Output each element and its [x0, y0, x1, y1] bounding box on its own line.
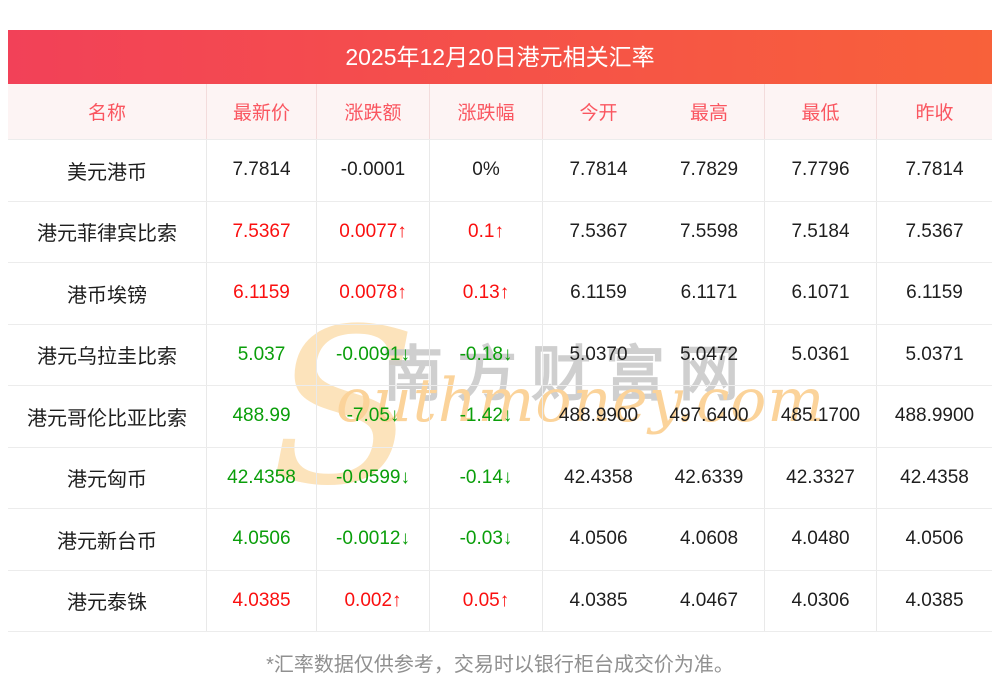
table-row: 港元匈币 42.4358 -0.0599↓ -0.14↓ 42.4358 42.6339 4…: [8, 447, 992, 509]
header-cell: 最新价: [207, 84, 317, 139]
value-cell: 7.7814: [207, 140, 317, 201]
table-row: 港元泰铢 4.0385 0.002↑ 0.05↑ 4.0385 4.0467 4.0306 4…: [8, 570, 992, 632]
row-name-cell: 港元菲律宾比索: [8, 201, 207, 262]
value-cell: 7.5367: [569, 220, 628, 242]
row-name-cell: 港元乌拉圭比索: [8, 324, 207, 385]
value-cell: 4.0385: [207, 570, 317, 631]
value-cell: 4.0506: [569, 528, 628, 550]
value-cell: 5.0361: [765, 324, 877, 385]
value-cell: 0.0078↑: [317, 263, 430, 324]
value-cell: 42.3327: [765, 447, 877, 508]
value-cell: 6.1171: [654, 263, 765, 324]
value-cell: 7.7829: [654, 140, 765, 201]
value-cell: -0.0001: [317, 140, 430, 201]
value-cell: 7.5367: [207, 201, 317, 262]
value-cell: -0.14↓: [430, 447, 543, 508]
table-row: 美元港币 7.7814 -0.0001 0% 7.7814 7.7829 7.7796 7.7…: [8, 140, 992, 202]
page: S 南方财富网 outhmoney.com 2025年12月20日港元相关汇率 …: [0, 30, 1000, 697]
value-cell: 0.002↑: [317, 570, 430, 631]
value-cell: 7.5184: [765, 201, 877, 262]
table-title: 2025年12月20日港元相关汇率: [8, 30, 992, 84]
value-cell: 6.1159: [570, 282, 627, 304]
value-cell: -0.03↓: [430, 509, 543, 570]
row-name-cell: 港元匈币: [8, 447, 207, 508]
table-body: 美元港币 7.7814 -0.0001 0% 7.7814 7.7829 7.7796 7.7…: [8, 140, 992, 632]
value-cell: 7.5598: [654, 201, 765, 262]
table-row: 港币埃镑 6.1159 0.0078↑ 0.13↑ 6.1159 6.1171 6.1071…: [8, 263, 992, 325]
value-cell: 5.0371: [905, 343, 964, 365]
value-cell: 6.1159: [906, 282, 963, 304]
table-row: 港元新台币 4.0506 -0.0012↓ -0.03↓ 4.0506 4.0608 4.0…: [8, 509, 992, 571]
table-header-row: 名称 最新价 涨跌额 涨跌幅 今开 最高 最低 昨收: [8, 84, 992, 140]
value-cell: 4.0608: [654, 509, 765, 570]
header-cell: 今开: [579, 103, 618, 124]
exchange-rate-table: 2025年12月20日港元相关汇率 名称 最新价 涨跌额 涨跌幅 今开 最高 最低 昨收 美元…: [8, 30, 992, 632]
value-cell: 4.0506: [207, 509, 317, 570]
value-cell: 485.1700: [765, 386, 877, 447]
value-cell: -0.18↓: [430, 324, 543, 385]
value-cell: 5.037: [207, 324, 317, 385]
value-cell: -0.0012↓: [317, 509, 430, 570]
value-cell: 6.1071: [765, 263, 877, 324]
value-cell: 0.05↑: [430, 570, 543, 631]
footnote: *汇率数据仅供参考，交易时以银行柜台成交价为准。: [266, 654, 734, 676]
value-cell: 4.0385: [905, 589, 964, 611]
value-cell: 42.4358: [207, 447, 317, 508]
row-name-cell: 美元港币: [8, 140, 207, 201]
value-cell: 497.6400: [654, 386, 765, 447]
value-cell: 4.0306: [765, 570, 877, 631]
header-cell: 涨跌幅: [430, 84, 543, 139]
value-cell: 0.1↑: [430, 201, 543, 262]
header-cell: 最低: [765, 84, 877, 139]
value-cell: 5.0472: [654, 324, 765, 385]
value-cell: 42.6339: [654, 447, 765, 508]
value-cell: 0.13↑: [430, 263, 543, 324]
value-cell: 5.0370: [569, 343, 628, 365]
value-cell: 7.7796: [765, 140, 877, 201]
row-name-cell: 港币埃镑: [8, 263, 207, 324]
value-cell: 42.4358: [900, 466, 969, 488]
value-cell: 0%: [430, 140, 543, 201]
value-cell: 42.4358: [564, 466, 633, 488]
value-cell: 488.9900: [894, 405, 975, 427]
value-cell: 488.99: [207, 386, 317, 447]
header-cell: 昨收: [915, 103, 954, 124]
value-cell: -1.42↓: [430, 386, 543, 447]
value-cell: -0.0599↓: [317, 447, 430, 508]
value-cell: -7.05↓: [317, 386, 430, 447]
header-cell: 涨跌额: [317, 84, 430, 139]
value-cell: 6.1159: [207, 263, 317, 324]
header-cell: 最高: [654, 84, 765, 139]
table-row: 港元菲律宾比索 7.5367 0.0077↑ 0.1↑ 7.5367 7.5598 7.51…: [8, 201, 992, 263]
value-cell: 488.9900: [558, 405, 639, 427]
header-cell: 名称: [8, 84, 207, 139]
table-row: 港元哥伦比亚比索 488.99 -7.05↓ -1.42↓ 488.9900 497.64…: [8, 386, 992, 448]
value-cell: 7.7814: [905, 159, 964, 181]
value-cell: 4.0506: [905, 528, 964, 550]
value-cell: -0.0091↓: [317, 324, 430, 385]
row-name-cell: 港元新台币: [8, 509, 207, 570]
value-cell: 7.5367: [905, 220, 964, 242]
value-cell: 0.0077↑: [317, 201, 430, 262]
value-cell: 4.0385: [569, 589, 628, 611]
value-cell: 7.7814: [569, 159, 628, 181]
table-row: 港元乌拉圭比索 5.037 -0.0091↓ -0.18↓ 5.0370 5.0472 5.…: [8, 324, 992, 386]
row-name-cell: 港元哥伦比亚比索: [8, 386, 207, 447]
value-cell: 4.0480: [765, 509, 877, 570]
value-cell: 4.0467: [654, 570, 765, 631]
row-name-cell: 港元泰铢: [8, 570, 207, 631]
